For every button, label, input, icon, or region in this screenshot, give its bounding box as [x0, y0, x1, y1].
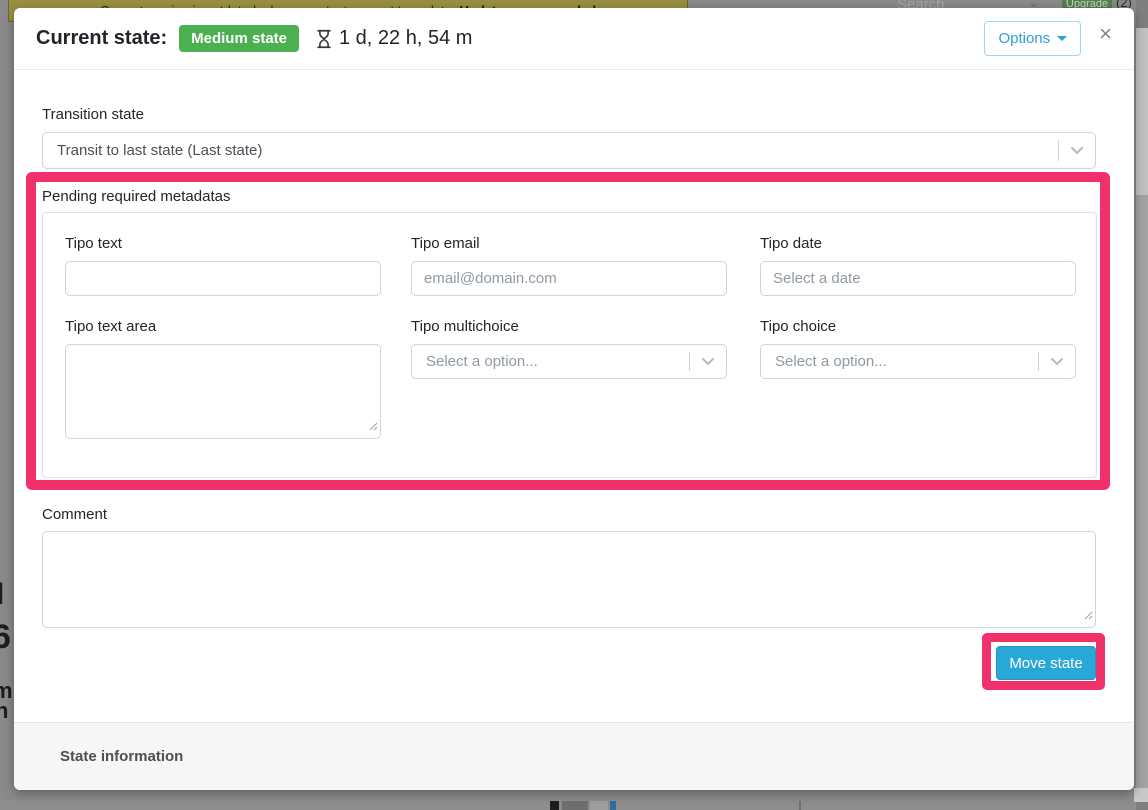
tipo-text-input[interactable]: [65, 261, 381, 296]
chevron-down-icon: [1039, 357, 1075, 366]
field-tipo-text-area: Tipo text area: [65, 318, 381, 439]
caret-down-icon: [1057, 36, 1068, 41]
field-tipo-email: Tipo email: [411, 235, 727, 296]
transition-state-label: Transition state: [42, 106, 144, 123]
tipo-email-input[interactable]: [411, 261, 727, 296]
transition-state-select[interactable]: Transit to last state (Last state): [42, 132, 1096, 169]
comment-textarea[interactable]: [42, 531, 1096, 628]
tipo-choice-select[interactable]: Select a option...: [760, 344, 1076, 379]
tipo-choice-placeholder: Select a option...: [775, 353, 887, 370]
page-scrollbar[interactable]: [1136, 0, 1148, 810]
scrollbar-corner: [1134, 788, 1148, 802]
tipo-text-area-label: Tipo text area: [65, 318, 157, 335]
field-tipo-text: Tipo text: [65, 235, 381, 296]
state-information-title: State information: [60, 748, 184, 765]
background-page-fragment: l 6 m h: [0, 578, 13, 723]
close-icon[interactable]: ×: [1099, 20, 1112, 46]
hourglass-icon: [313, 28, 335, 50]
chevron-down-icon: [1059, 146, 1095, 155]
field-tipo-multichoice: Tipo multichoice Select a option...: [411, 318, 727, 379]
comment-label: Comment: [42, 506, 108, 523]
chevron-down-icon: [690, 357, 726, 366]
tipo-multichoice-placeholder: Select a option...: [426, 353, 538, 370]
tipo-email-label: Tipo email: [411, 235, 480, 252]
notification-count: (2): [1116, 0, 1132, 10]
modal-header: Current state: Medium state 1 d, 22 h, 5…: [14, 8, 1134, 70]
options-button-label: Options: [998, 30, 1051, 47]
field-tipo-choice: Tipo choice Select a option...: [760, 318, 1076, 379]
background-page-bottom: [0, 800, 1148, 810]
tipo-date-label: Tipo date: [760, 235, 822, 252]
modal-footer: State information: [14, 722, 1134, 790]
tipo-date-input[interactable]: [760, 261, 1076, 296]
tipo-multichoice-select[interactable]: Select a option...: [411, 344, 727, 379]
chevron-down-icon: ⌄: [1028, 0, 1040, 10]
scrollbar-thumb[interactable]: [1136, 195, 1148, 790]
metadata-section-title: Pending required metadatas: [42, 188, 231, 205]
tipo-text-area-textarea[interactable]: [65, 344, 381, 439]
metadata-fieldset: Tipo text Tipo email Tipo date Tipo text…: [42, 212, 1097, 478]
elapsed-time: 1 d, 22 h, 54 m: [339, 27, 473, 49]
modal-title: Current state:: [36, 27, 168, 49]
field-tipo-date: Tipo date: [760, 235, 1076, 296]
move-state-modal: Current state: Medium state 1 d, 22 h, 5…: [14, 8, 1134, 790]
tipo-text-label: Tipo text: [65, 235, 122, 252]
tipo-multichoice-label: Tipo multichoice: [411, 318, 519, 335]
transition-state-value: Transit to last state (Last state): [57, 142, 263, 159]
tipo-choice-label: Tipo choice: [760, 318, 837, 335]
move-state-button[interactable]: Move state: [996, 646, 1096, 680]
options-button[interactable]: Options: [984, 21, 1082, 56]
state-badge: Medium state: [179, 25, 299, 52]
